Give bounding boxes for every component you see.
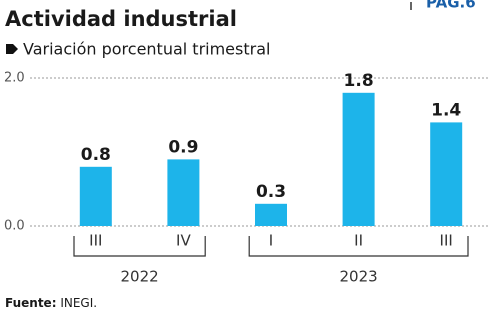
y-tick-label: 2.0: [4, 71, 25, 86]
subtitle-marker: [6, 44, 18, 54]
bar: [80, 167, 112, 226]
group-label: 2023: [340, 268, 378, 286]
chart: Actividad industrial PAG.6 Variación por…: [0, 0, 493, 316]
value-label: 1.4: [431, 100, 461, 120]
bar: [430, 122, 462, 226]
y-tick-label: 0.0: [4, 219, 25, 234]
value-label: 0.9: [168, 137, 198, 157]
chart-title: Actividad industrial: [5, 7, 237, 31]
x-tick-label: II: [354, 232, 363, 250]
x-tick-label: III: [89, 232, 102, 250]
group-label: 2022: [121, 268, 159, 286]
x-tick-label: III: [440, 232, 453, 250]
value-label: 0.8: [81, 145, 111, 165]
value-label: 0.3: [256, 182, 286, 202]
chart-subtitle: Variación porcentual trimestral: [23, 40, 270, 59]
x-tick-label: IV: [176, 232, 191, 250]
source-text: INEGI.: [60, 296, 97, 310]
x-tick-label: I: [269, 232, 273, 250]
value-label: 1.8: [344, 71, 374, 91]
bar: [343, 93, 375, 226]
bar: [167, 159, 199, 226]
bar: [255, 204, 287, 226]
source-label: Fuente:: [5, 296, 57, 310]
page-ref: PAG.6: [426, 0, 476, 12]
source: Fuente: INEGI.: [5, 296, 97, 310]
